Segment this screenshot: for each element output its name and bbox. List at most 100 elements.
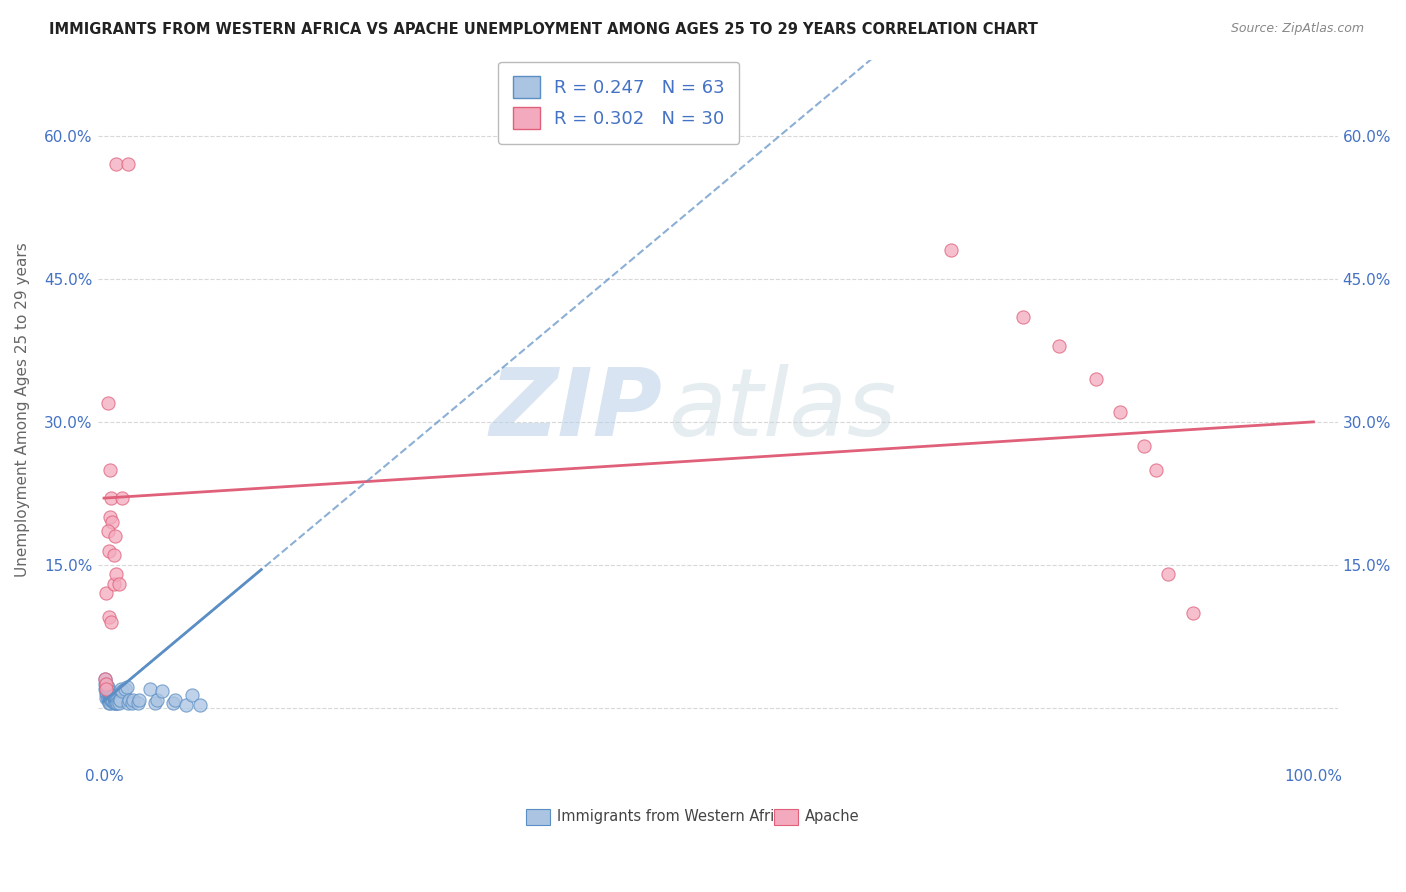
Point <box>127 696 149 710</box>
Point <box>96 680 118 694</box>
Point <box>101 693 124 707</box>
Point <box>105 691 128 706</box>
Point <box>96 681 118 696</box>
Point <box>98 690 121 704</box>
Point <box>117 157 139 171</box>
Point <box>97 610 120 624</box>
Point <box>98 696 121 710</box>
Point <box>146 693 169 707</box>
Point <box>100 615 122 629</box>
Y-axis label: Unemployment Among Ages 25 to 29 years: Unemployment Among Ages 25 to 29 years <box>15 243 30 577</box>
Point <box>1109 405 1132 419</box>
Point <box>114 681 136 696</box>
Bar <box>773 809 799 825</box>
Point <box>97 693 120 707</box>
Point <box>105 696 128 710</box>
Point <box>118 693 141 707</box>
Point <box>96 677 118 691</box>
Point <box>94 687 117 701</box>
Point <box>122 693 145 707</box>
Point <box>100 693 122 707</box>
Point <box>103 696 125 710</box>
Text: Apache: Apache <box>804 809 859 824</box>
Point <box>101 691 124 706</box>
Point <box>101 690 124 704</box>
Point <box>162 696 184 710</box>
Point <box>100 491 122 505</box>
Point <box>97 681 120 696</box>
Point <box>165 693 187 707</box>
Point <box>117 696 139 710</box>
Point <box>98 510 121 524</box>
Point <box>97 683 120 698</box>
Point <box>98 462 121 476</box>
Point <box>100 693 122 707</box>
Point <box>128 693 150 707</box>
Point <box>139 681 162 696</box>
Point <box>97 687 120 701</box>
Point <box>1144 462 1167 476</box>
Point <box>100 691 122 706</box>
Point <box>150 683 173 698</box>
Point <box>103 691 125 706</box>
Point <box>174 698 197 712</box>
Point <box>105 696 128 710</box>
Point <box>97 696 120 710</box>
Point <box>97 543 120 558</box>
Point <box>98 687 121 701</box>
Point <box>121 696 143 710</box>
Point <box>97 690 120 704</box>
Point <box>96 586 118 600</box>
Legend: R = 0.247   N = 63, R = 0.302   N = 30: R = 0.247 N = 63, R = 0.302 N = 30 <box>498 62 740 144</box>
Point <box>1157 567 1180 582</box>
Point <box>111 683 134 698</box>
Point <box>103 690 125 704</box>
Point <box>98 691 121 706</box>
Point <box>96 681 118 696</box>
Point <box>104 696 127 710</box>
Point <box>97 680 120 694</box>
Bar <box>526 809 550 825</box>
Point <box>104 691 127 706</box>
Point <box>103 577 125 591</box>
Point <box>1084 372 1107 386</box>
Point <box>94 673 117 687</box>
Point <box>94 677 117 691</box>
Point <box>105 567 128 582</box>
Point <box>105 157 128 171</box>
Point <box>188 698 211 712</box>
Point <box>98 693 121 707</box>
Point <box>94 673 117 687</box>
Text: atlas: atlas <box>668 365 897 456</box>
Point <box>96 687 118 701</box>
Point <box>111 491 134 505</box>
Point <box>110 681 132 696</box>
Point <box>115 680 138 694</box>
Point <box>107 693 129 707</box>
Point <box>107 696 129 710</box>
Text: Source: ZipAtlas.com: Source: ZipAtlas.com <box>1230 22 1364 36</box>
Point <box>103 549 125 563</box>
Point <box>104 693 127 707</box>
Point <box>143 696 166 710</box>
Text: ZIP: ZIP <box>489 364 662 456</box>
Point <box>105 693 128 707</box>
Point <box>939 244 962 258</box>
Point <box>97 683 120 698</box>
Point <box>1012 310 1035 324</box>
Point <box>108 693 131 707</box>
Point <box>94 681 117 696</box>
Point <box>97 396 120 410</box>
Point <box>107 577 129 591</box>
Point <box>1049 338 1071 352</box>
Point <box>100 690 122 704</box>
Point <box>97 691 120 706</box>
Point <box>96 677 118 691</box>
Point <box>1181 606 1204 620</box>
Text: Immigrants from Western Africa: Immigrants from Western Africa <box>557 809 792 824</box>
Point <box>104 529 127 543</box>
Point <box>101 515 124 529</box>
Text: IMMIGRANTS FROM WESTERN AFRICA VS APACHE UNEMPLOYMENT AMONG AGES 25 TO 29 YEARS : IMMIGRANTS FROM WESTERN AFRICA VS APACHE… <box>49 22 1038 37</box>
Point <box>181 689 204 703</box>
Point <box>105 693 128 707</box>
